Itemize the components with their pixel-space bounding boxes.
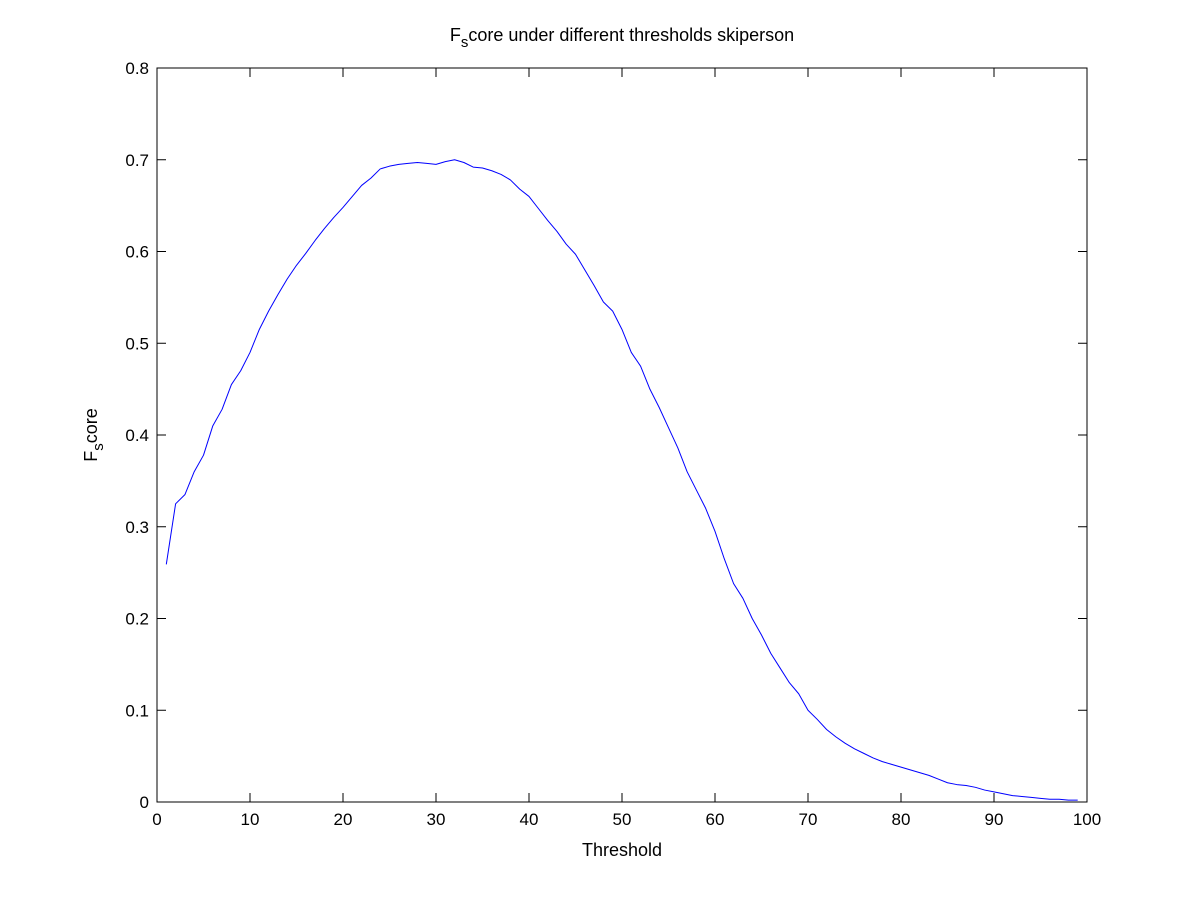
x-tick-label: 70 — [799, 810, 818, 829]
x-tick-label: 20 — [334, 810, 353, 829]
subscript-text: s — [90, 443, 107, 451]
text-part: core — [81, 408, 101, 443]
x-axis-title: Threshold — [582, 840, 662, 860]
series-layer — [165, 159, 1078, 801]
x-tick-label: 80 — [892, 810, 911, 829]
x-tick-label: 60 — [706, 810, 725, 829]
y-tick-label: 0 — [140, 793, 149, 812]
y-axis-title: Fscore — [81, 408, 107, 462]
subscript-text: s — [461, 34, 469, 51]
text-part: F — [81, 451, 101, 462]
y-tick-label: 0.5 — [125, 334, 149, 353]
y-tick-label: 0.2 — [125, 610, 149, 629]
x-tick-label: 30 — [427, 810, 446, 829]
y-tick-label: 0.7 — [125, 151, 149, 170]
x-tick-label: 40 — [520, 810, 539, 829]
x-tick-label: 50 — [613, 810, 632, 829]
plot-area-frame — [156, 67, 1088, 803]
x-tick-label: 90 — [985, 810, 1004, 829]
text-part: core under different thresholds skiperso… — [468, 25, 794, 45]
x-tick-label: 100 — [1073, 810, 1101, 829]
tick-labels-layer: 0 10 20 30 40 50 60 70 80 90 100 0 0.1 0.2 0.3 0.4 0.5 0.… — [125, 59, 1101, 829]
x-tick-label: 0 — [152, 810, 161, 829]
series-line — [165, 159, 1078, 801]
chart-title: Fscore under different thresholds skiper… — [450, 25, 794, 51]
y-tick-label: 0.6 — [125, 243, 149, 262]
y-tick-label: 0.4 — [125, 426, 149, 445]
y-tick-label: 0.8 — [125, 59, 149, 78]
x-tick-label: 10 — [241, 810, 260, 829]
y-tick-label: 0.1 — [125, 701, 149, 720]
text-part: F — [450, 25, 461, 45]
y-tick-label: 0.3 — [125, 518, 149, 537]
